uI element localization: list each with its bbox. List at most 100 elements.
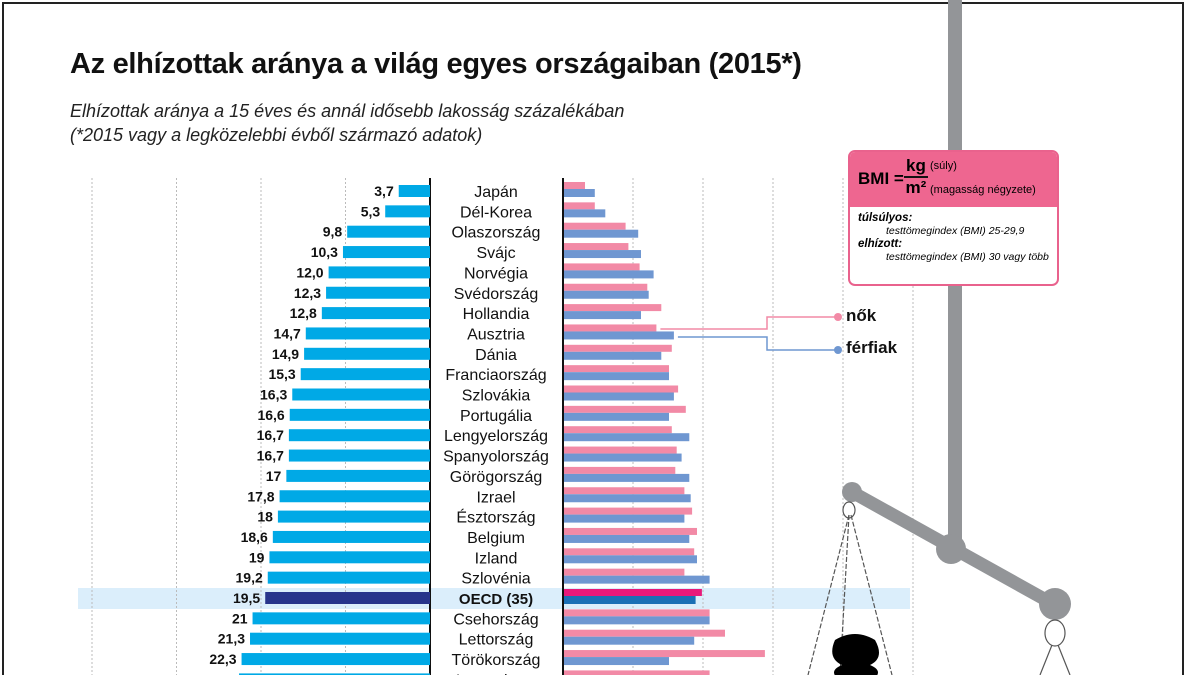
bar-total [289,408,430,421]
category-label: Dánia [475,347,517,364]
bar-women [564,548,695,556]
bar-men [564,392,674,401]
value-label: 16,7 [257,448,284,464]
category-label: Belgium [467,530,525,547]
bar-total [241,653,430,666]
bar-men [564,229,639,238]
bar-men [564,473,690,482]
value-label: 10,3 [311,244,338,260]
bar-total [239,673,430,675]
category-label: Szlovákia [462,388,531,405]
value-label: 9,8 [323,224,343,240]
bar-women [564,589,702,596]
bar-women [564,405,686,413]
value-label: 12,3 [294,285,321,301]
bar-men [564,596,696,604]
category-label: Észtország [456,508,535,527]
bar-women [564,365,669,373]
bar-total [328,266,430,279]
bar-total [279,490,430,503]
bar-total [269,551,430,564]
bar-men [564,311,641,320]
bar-women [564,527,697,535]
bar-men [564,514,685,523]
category-label: Izland [475,550,518,567]
bmi-fraction: kg m² [904,156,928,198]
legend-men: férfiak [846,338,898,357]
value-label: 3,7 [374,183,394,199]
value-label: 5,3 [361,203,381,219]
bar-women [564,670,710,675]
bar-men [564,494,691,503]
value-label: 17 [266,468,282,484]
bar-total [385,205,430,218]
bar-total [321,307,430,320]
bar-total [342,246,430,259]
category-label: Lettország [459,632,534,649]
value-label: 19,2 [236,570,263,586]
bar-women [564,466,676,474]
bar-total [288,429,430,442]
value-label: 16,3 [260,387,287,403]
value-label: 14,9 [272,346,299,362]
value-label: 17,8 [247,488,274,504]
value-label: 21,3 [218,631,245,647]
legend-dot-men [834,346,842,354]
bar-women [564,507,693,515]
bar-men [564,372,669,381]
bar-total [326,286,430,299]
bar-women [564,609,710,617]
category-label: OECD (35) [459,591,533,608]
chart-subtitle: Elhízottak aránya a 15 éves és annál idő… [70,101,625,121]
scale-pivot-right [1039,588,1071,620]
value-label: 15,3 [268,366,295,382]
value-label: 12,0 [296,264,323,280]
overweight-title: túlsúlyos: [858,212,913,224]
bar-women [564,222,626,230]
bar-men [564,555,697,564]
bar-men [564,351,662,360]
category-label: Franciaország [445,367,546,384]
bar-men [564,209,606,218]
legend-pointer-men [677,336,836,351]
category-label: Luxemburg [456,672,536,675]
value-label: 18,6 [241,529,268,545]
bar-men [564,657,669,666]
legend-pointer-women [660,316,836,330]
bar-women [564,263,640,271]
bar-total [305,327,430,340]
bar-men [564,270,654,279]
bar-women [564,304,662,312]
bar-men [564,534,690,543]
bar-total [250,632,430,645]
weight-icon [832,634,879,675]
bar-women [564,243,629,251]
bar-total [272,530,430,543]
bar-total [288,449,430,462]
bar-women [564,283,648,291]
value-label: 12,8 [290,305,317,321]
bar-men [564,331,674,340]
bar-women [564,426,672,434]
bmi-denominator: m² [905,178,927,197]
category-label: Izrael [476,489,515,506]
category-label: Hollandia [463,306,530,323]
bmi-numerator: kg [904,156,928,178]
value-label: 19 [249,549,265,565]
value-label: 16,6 [257,407,284,423]
bar-women [564,446,677,454]
obese-title: elhízott: [858,238,903,250]
bmi-info-box: BMI = kg m² (súly) (magasság négyzete) t… [848,150,1059,286]
scale-pivot-center [936,534,966,564]
category-label: Ausztria [467,326,525,343]
value-label: 16,7 [257,427,284,443]
bmi-denominator-hint: (magasság négyzete) [930,184,1036,196]
bar-total [300,368,430,381]
scale-pivot-left [842,482,862,502]
category-label: Szlovénia [461,571,530,588]
bar-total [277,510,430,523]
bar-women [564,182,585,189]
category-label: Svájc [476,245,515,262]
obese-text: testtömegindex (BMI) 30 vagy több [886,251,1049,263]
